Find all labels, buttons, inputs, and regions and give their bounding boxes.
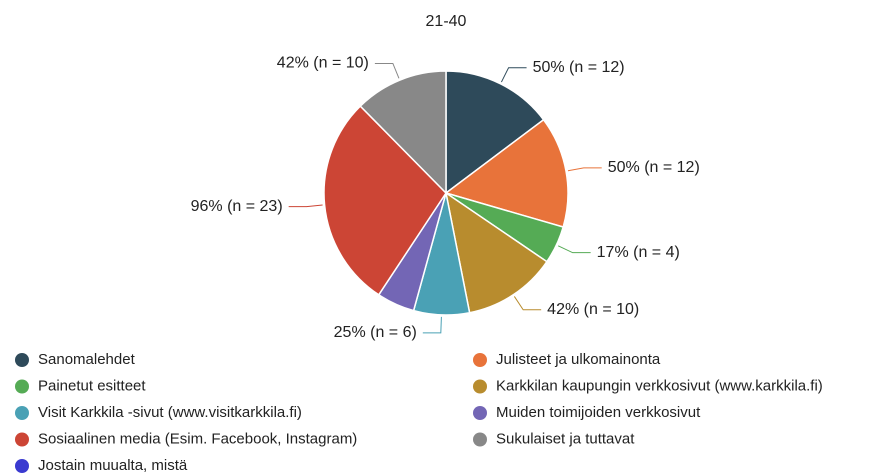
- label-leader: [557, 245, 591, 254]
- pie-slice: [359, 70, 447, 195]
- legend-swatch: [15, 353, 29, 367]
- legend-label: Visit Karkkila -sivut (www.visitkarkkila…: [38, 404, 302, 421]
- legend-swatch: [473, 379, 487, 394]
- legend-label: Sukulaiset ja tuttavat: [496, 430, 635, 447]
- pie-slice: [444, 118, 569, 228]
- legend-label: Karkkilan kaupungin verkkosivut (www.kar…: [496, 377, 823, 394]
- legend-label: Sanomalehdet: [38, 351, 136, 368]
- data-label: 96% (n = 23): [191, 198, 283, 215]
- data-label: 17% (n = 4): [597, 244, 680, 261]
- label-leader: [288, 204, 323, 208]
- pie-slice: [444, 191, 548, 314]
- legend-swatch: [15, 379, 29, 394]
- pie-slice: [445, 70, 545, 195]
- data-label: 25% (n = 6): [334, 324, 417, 341]
- legend-label: Painetut esitteet: [38, 377, 146, 394]
- legend-swatch: [473, 406, 487, 420]
- legend-swatch: [473, 353, 487, 367]
- legend-label: Julisteet ja ulkomainonta: [496, 351, 661, 368]
- label-leader: [374, 62, 400, 79]
- data-label: 42% (n = 10): [277, 55, 369, 72]
- legend-swatch: [15, 459, 29, 473]
- label-leader: [513, 296, 542, 311]
- legend-swatch: [473, 432, 487, 447]
- legend-label: Muiden toimijoiden verkkosivut: [496, 404, 701, 421]
- data-label: 50% (n = 12): [533, 59, 625, 76]
- data-label: 42% (n = 10): [547, 301, 639, 318]
- label-leader: [422, 316, 442, 334]
- pie-slice: [323, 105, 447, 296]
- label-leader: [500, 67, 527, 83]
- chart-title: 21-40: [426, 13, 467, 30]
- data-label: 50% (n = 12): [608, 159, 700, 176]
- legend-swatch: [15, 406, 29, 420]
- legend-label: Jostain muualta, mistä: [38, 457, 188, 474]
- legend-swatch: [15, 432, 29, 447]
- label-leader: [567, 167, 602, 172]
- legend-label: Sosiaalinen media (Esim. Facebook, Insta…: [38, 430, 357, 447]
